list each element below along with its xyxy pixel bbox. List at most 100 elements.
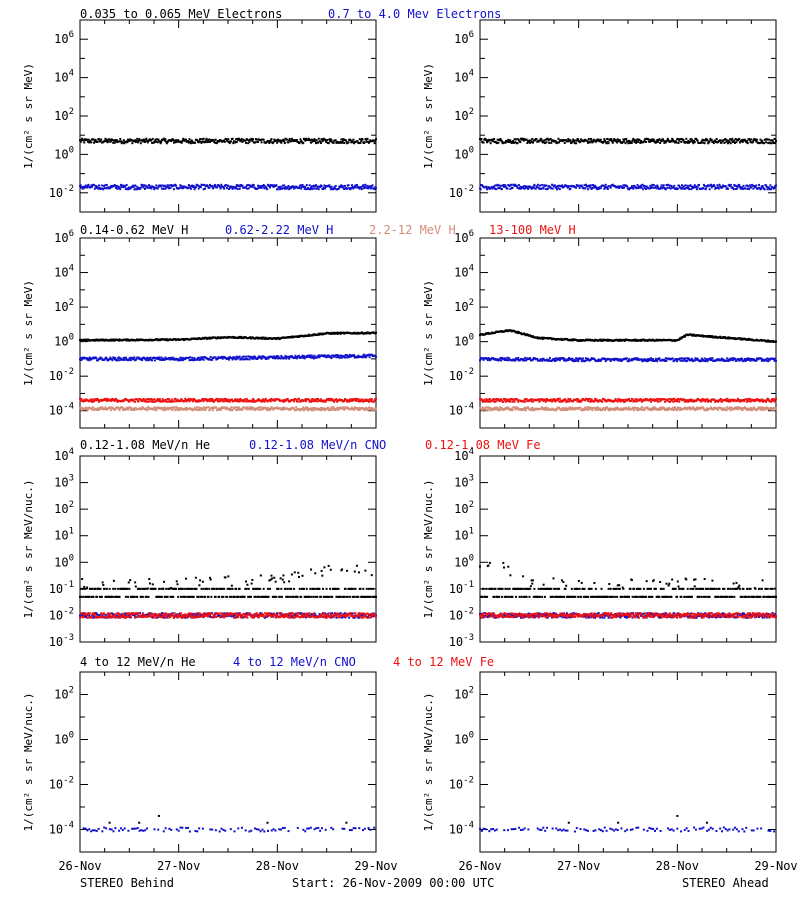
data-point — [525, 397, 528, 400]
data-point — [148, 400, 151, 403]
data-point — [331, 398, 334, 401]
data-point — [239, 397, 242, 400]
data-point — [204, 139, 207, 142]
data-point — [279, 357, 282, 360]
data-point — [601, 409, 604, 412]
data-point — [518, 187, 521, 190]
data-point — [674, 140, 677, 143]
data-point — [661, 408, 664, 411]
data-point — [692, 142, 695, 145]
data-point — [659, 142, 662, 145]
data-point — [494, 398, 497, 401]
data-point — [168, 187, 171, 190]
data-point — [635, 139, 638, 142]
data-point — [631, 359, 634, 362]
data-point — [204, 408, 207, 411]
data-point — [222, 398, 225, 401]
data-point — [105, 399, 108, 402]
data-point — [353, 142, 356, 145]
y-tick-label: 104 — [54, 264, 74, 280]
data-point — [482, 358, 485, 361]
data-point — [569, 406, 572, 409]
data-point — [180, 398, 183, 401]
data-point — [219, 356, 222, 359]
data-point — [205, 336, 208, 339]
data-point — [602, 184, 605, 187]
data-point — [278, 139, 281, 142]
data-point — [236, 408, 239, 411]
series-salmon — [79, 406, 377, 412]
data-point — [543, 398, 546, 401]
data-point — [501, 407, 504, 410]
data-point — [706, 360, 709, 363]
data-point — [664, 409, 667, 412]
data-point — [695, 188, 698, 191]
data-point — [546, 137, 549, 140]
data-point — [259, 139, 262, 142]
data-point — [498, 406, 501, 409]
data-point — [153, 356, 156, 359]
data-point — [98, 357, 101, 360]
data-point — [659, 187, 662, 190]
data-point — [276, 141, 279, 144]
data-point — [276, 357, 279, 360]
y-tick-label: 10-4 — [449, 402, 474, 418]
data-point — [174, 183, 177, 186]
data-point — [546, 187, 549, 190]
data-point — [725, 409, 728, 412]
data-point — [710, 138, 713, 141]
data-point — [213, 185, 216, 188]
data-point — [724, 185, 727, 188]
data-point — [746, 358, 749, 361]
data-point — [242, 355, 245, 358]
data-point — [655, 140, 658, 143]
data-point — [207, 398, 210, 401]
data-point — [514, 359, 517, 362]
data-point — [79, 358, 81, 361]
data-point — [317, 188, 320, 191]
data-point — [614, 139, 617, 142]
data-point — [129, 359, 132, 362]
data-point — [281, 408, 284, 411]
data-point — [712, 142, 715, 145]
data-point — [250, 399, 253, 402]
data-point — [613, 409, 616, 412]
data-point — [596, 359, 599, 362]
data-point — [693, 359, 696, 362]
data-point — [94, 138, 97, 141]
data-point — [712, 140, 715, 143]
data-point — [345, 398, 348, 401]
data-point — [191, 184, 194, 187]
data-point — [157, 358, 160, 361]
data-point — [211, 397, 214, 400]
data-point — [336, 331, 339, 334]
data-point — [184, 408, 187, 411]
data-point — [626, 140, 629, 143]
data-point — [671, 406, 674, 409]
data-point — [104, 184, 107, 187]
data-point — [568, 408, 571, 411]
data-point — [227, 184, 230, 187]
data-point — [731, 186, 734, 189]
data-point — [485, 409, 488, 412]
data-point — [213, 141, 216, 144]
data-point — [652, 406, 655, 409]
data-point — [228, 187, 231, 190]
data-point — [558, 400, 561, 403]
data-point — [269, 398, 272, 401]
data-point — [170, 356, 173, 359]
data-point — [278, 188, 281, 191]
data-point — [654, 407, 657, 410]
data-point — [226, 400, 229, 403]
data-point — [522, 186, 525, 189]
data-point — [350, 355, 353, 358]
data-point — [539, 358, 542, 361]
data-point — [488, 357, 491, 360]
data-point — [199, 409, 202, 412]
data-point — [118, 409, 121, 412]
data-point — [84, 406, 87, 409]
data-point — [79, 139, 81, 142]
data-point — [726, 406, 729, 409]
data-point — [229, 407, 232, 410]
